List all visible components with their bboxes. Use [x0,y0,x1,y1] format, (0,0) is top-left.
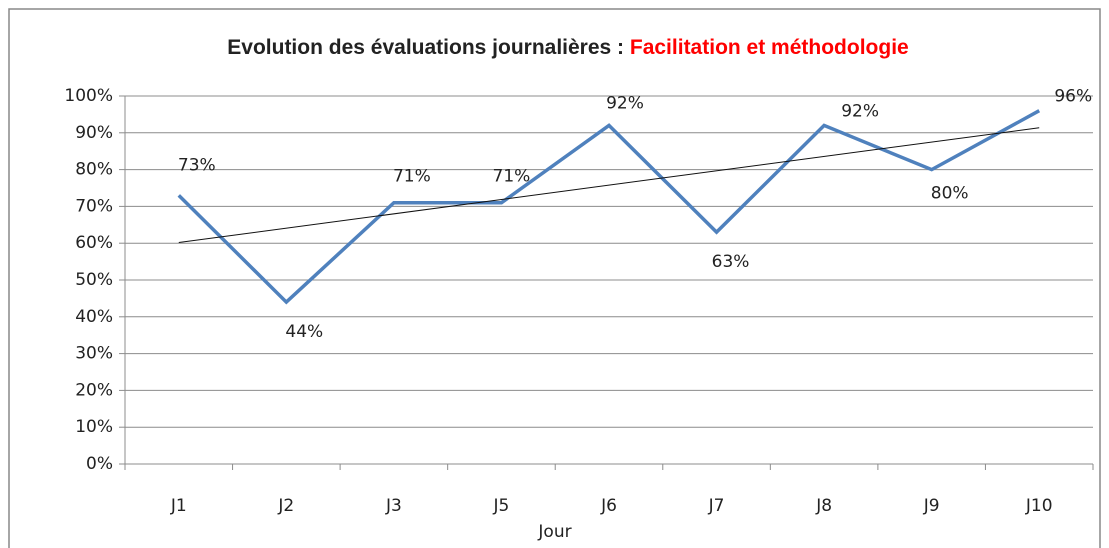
data-label: 92% [606,93,644,113]
chart-title: Evolution des évaluations journalières :… [227,36,908,59]
data-label: 63% [712,252,750,272]
x-tick-label: J10 [1025,496,1053,516]
data-label: 71% [393,167,431,187]
data-label: 73% [178,155,216,175]
x-tick-label: J3 [385,496,402,516]
data-label: 71% [493,167,531,187]
x-tick-label: J6 [600,496,617,516]
x-tick-label: J5 [493,496,510,516]
y-tick-label: 70% [75,196,113,216]
title-main: Evolution des évaluations journalières : [227,36,624,59]
x-axis-label: Jour [537,522,571,542]
y-tick-label: 20% [75,380,113,400]
data-label: 96% [1054,87,1092,107]
x-tick-label: J7 [708,496,725,516]
y-tick-label: 90% [75,123,113,143]
trend-line [178,127,1040,244]
y-tick-label: 10% [75,417,113,437]
y-tick-label: 0% [86,454,113,474]
title-highlight: Facilitation et méthodologie [630,36,909,59]
x-tick-label: J2 [277,496,294,516]
y-tick-label: 100% [64,86,113,106]
x-tick-label: J8 [815,496,832,516]
y-tick-label: 40% [75,307,113,327]
y-tick-label: 60% [75,233,113,253]
y-tick-label: 50% [75,270,113,290]
data-line [177,109,1041,305]
y-tick-label: 30% [75,344,113,364]
data-label: 92% [841,101,879,121]
data-label: 80% [931,184,969,204]
data-label: 44% [285,322,323,342]
x-tick-label: J1 [170,496,187,516]
y-tick-label: 80% [75,160,113,180]
x-tick-label: J9 [923,496,940,516]
chart-frame [8,8,1101,548]
